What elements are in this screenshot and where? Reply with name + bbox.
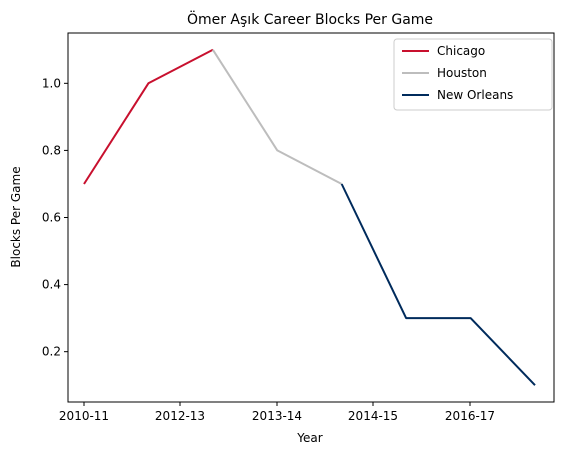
x-tick-label: 2014-15	[348, 409, 398, 423]
x-axis: 2010-11 2012-13 2013-14 2014-15 2016-17	[59, 402, 495, 423]
y-tick-label: 0.8	[42, 143, 61, 157]
x-axis-label: Year	[296, 431, 322, 445]
y-tick-label: 0.2	[42, 345, 61, 359]
x-tick-label: 2012-13	[155, 409, 205, 423]
series-line-new-orleans	[340, 183, 536, 386]
x-tick-label: 2016-17	[445, 409, 495, 423]
y-tick-label: 0.4	[42, 278, 61, 292]
series-line-chicago	[83, 48, 214, 185]
y-axis-label: Blocks Per Game	[9, 166, 23, 267]
legend-label: Chicago	[437, 44, 485, 58]
legend: Chicago Houston New Orleans	[393, 38, 553, 111]
y-tick-label: 1.0	[42, 76, 61, 90]
y-axis: 0.2 0.4 0.6 0.8 1.0	[42, 76, 68, 359]
series-line-houston	[212, 49, 343, 185]
x-tick-label: 2010-11	[59, 409, 109, 423]
legend-box	[393, 38, 553, 111]
chart-title: Ömer Aşık Career Blocks Per Game	[187, 10, 433, 28]
series-lines	[83, 48, 536, 386]
x-tick-label: 2013-14	[252, 409, 302, 423]
legend-label: New Orleans	[437, 88, 513, 102]
legend-label: Houston	[437, 66, 487, 80]
y-tick-label: 0.6	[42, 211, 61, 225]
